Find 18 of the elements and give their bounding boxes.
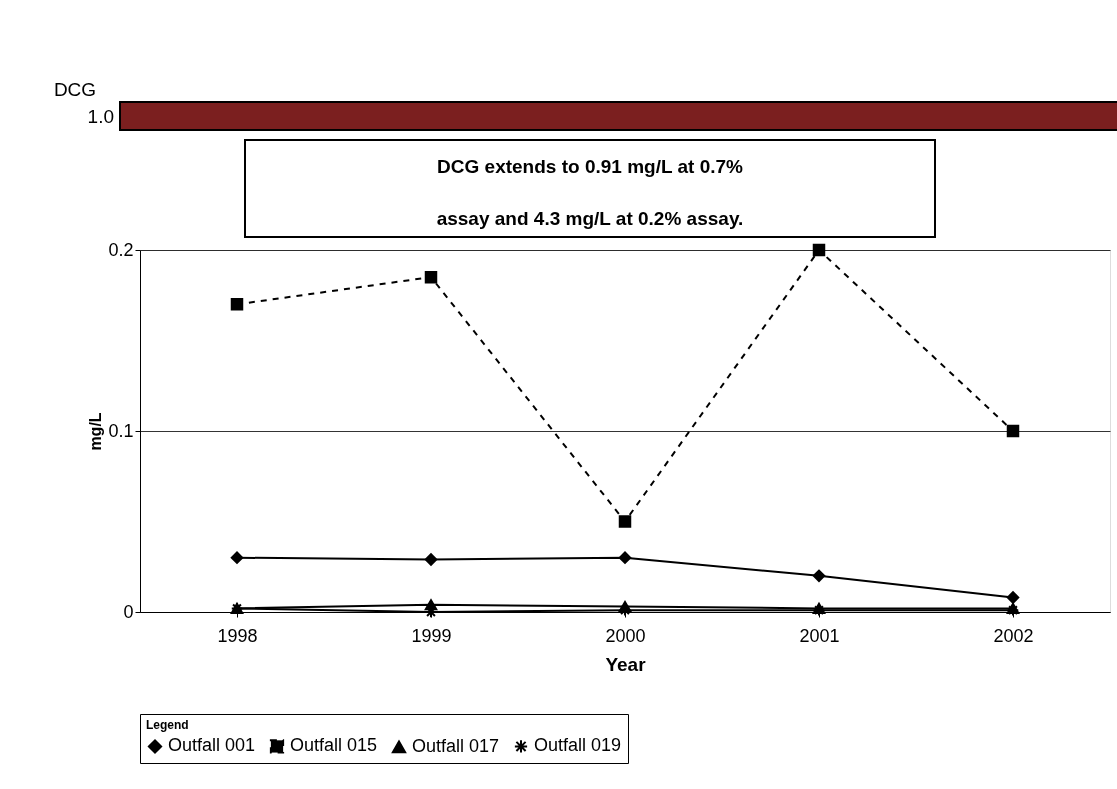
x-axis-title: Year	[605, 653, 647, 675]
text: 1.0	[87, 106, 114, 127]
y-axis-title: mg/L	[87, 412, 105, 451]
x-tick-label: 2002	[993, 625, 1034, 646]
x-tick-label: 1998	[217, 625, 258, 646]
x-tick-label: 1999	[411, 625, 452, 646]
legend-label: Outfall 019	[534, 735, 622, 756]
x-tick-label: 2000	[605, 625, 646, 646]
y-tick-label: 0	[123, 601, 134, 622]
legend-label: Outfall 001	[168, 735, 256, 756]
x-tick-label: 2001	[799, 625, 840, 646]
text: DCG	[53, 79, 97, 100]
y-tick-label: 0.1	[108, 420, 134, 441]
legend-label: Outfall 015	[290, 735, 378, 756]
y-tick-label: 0.2	[108, 239, 134, 260]
legend-title: Legend	[146, 718, 189, 732]
legend-label: Outfall 017	[412, 735, 500, 756]
text: DCG extends to 0.91 mg/L at 0.7% assay and 4.3 mg/L at 0.2% assay.	[436, 156, 744, 229]
